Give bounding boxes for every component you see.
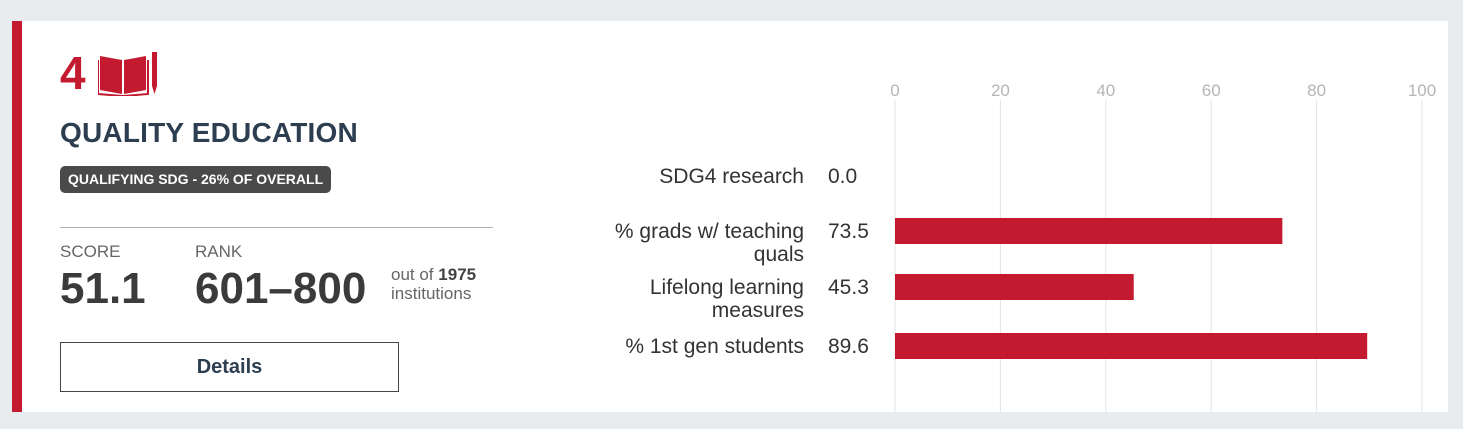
value-label: 73.5: [828, 220, 869, 243]
sdg-card: 4 QUALITY EDUCATION QUALIFYING SDG - 26%…: [12, 21, 1448, 412]
x-tick-label: 60: [1202, 81, 1221, 100]
bar: [895, 274, 1134, 300]
bar: [895, 333, 1368, 359]
x-tick-label: 40: [1096, 81, 1115, 100]
goal-header: 4: [60, 47, 160, 99]
x-tick-label: 0: [890, 81, 899, 100]
value-label: 89.6: [828, 335, 869, 358]
rank-out-of: out of 1975 institutions: [391, 265, 476, 303]
x-tick-label: 20: [991, 81, 1010, 100]
category-label: Lifelong learning: [650, 276, 804, 299]
category-label: SDG4 research: [659, 165, 804, 188]
score-label: SCORE: [60, 242, 121, 261]
rank-label: RANK: [195, 242, 243, 261]
qualifying-badge: QUALIFYING SDG - 26% OF OVERALL: [60, 166, 332, 193]
value-label: 45.3: [828, 276, 869, 299]
rank-out-of-prefix: out of: [391, 265, 434, 284]
category-label: % 1st gen students: [625, 335, 804, 358]
book-pencil-icon: [97, 50, 160, 96]
goal-number: 4: [60, 47, 86, 99]
rank-value: 601–800: [195, 264, 367, 313]
bar: [895, 218, 1283, 244]
divider: [60, 227, 493, 228]
x-tick-label: 80: [1307, 81, 1326, 100]
score-value: 51.1: [60, 264, 146, 313]
goal-title: QUALITY EDUCATION: [60, 117, 358, 148]
rank-suffix: institutions: [391, 284, 472, 303]
value-label: 0.0: [828, 165, 857, 188]
details-button[interactable]: Details: [60, 342, 399, 392]
category-label: quals: [754, 243, 804, 266]
rank-total: 1975: [438, 265, 477, 284]
category-label: % grads w/ teaching: [615, 220, 804, 243]
x-tick-label: 100: [1408, 81, 1436, 100]
category-label: measures: [712, 299, 804, 322]
